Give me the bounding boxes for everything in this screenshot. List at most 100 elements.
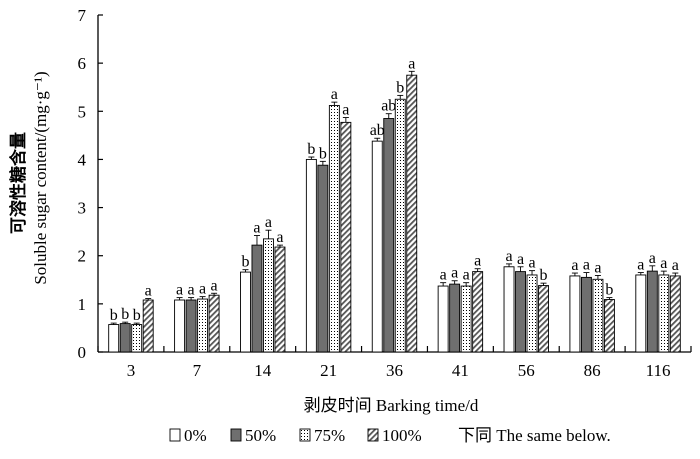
legend-note: 下同 The same below. bbox=[458, 426, 611, 445]
bar bbox=[635, 274, 647, 353]
significance-label: a bbox=[594, 259, 601, 276]
significance-label: b bbox=[605, 282, 613, 299]
x-axis-title: 剥皮时间 Barking time/d bbox=[304, 396, 479, 415]
legend-label: 100% bbox=[382, 426, 422, 445]
significance-label: a bbox=[331, 86, 338, 103]
significance-label: a bbox=[517, 251, 524, 268]
x-axis: 3 7 14 21 36 41 56 86 116 bbox=[97, 346, 692, 380]
significance-label: a bbox=[276, 229, 283, 246]
significance-label: b bbox=[307, 141, 315, 158]
legend-swatch bbox=[169, 428, 181, 442]
bar bbox=[340, 121, 352, 353]
significance-label: b bbox=[133, 307, 141, 324]
bar bbox=[131, 324, 143, 353]
significance-label: a bbox=[253, 219, 260, 236]
significance-label: a bbox=[571, 257, 578, 274]
y-axis: 0 1 2 3 4 5 6 7 bbox=[78, 6, 103, 362]
bar bbox=[174, 299, 186, 353]
significance-label: a bbox=[505, 248, 512, 265]
y-tick-label: 0 bbox=[78, 343, 87, 362]
bar bbox=[437, 285, 449, 353]
y-tick-label: 2 bbox=[78, 247, 87, 266]
legend-label: 50% bbox=[245, 426, 276, 445]
significance-label: a bbox=[474, 253, 481, 270]
bar bbox=[658, 274, 670, 353]
bar bbox=[197, 298, 209, 353]
significance-label: a bbox=[463, 267, 470, 284]
bar bbox=[406, 74, 418, 353]
bar bbox=[305, 158, 317, 353]
significance-label: a bbox=[583, 257, 590, 274]
bar bbox=[371, 140, 383, 353]
significance-label: a bbox=[637, 257, 644, 274]
significance-label: a bbox=[342, 102, 349, 119]
bar bbox=[119, 323, 131, 353]
significance-label: a bbox=[660, 255, 667, 272]
y-tick-label: 1 bbox=[78, 295, 87, 314]
significance-label: b bbox=[396, 79, 404, 96]
significance-label: a bbox=[199, 281, 206, 298]
legend-label: 75% bbox=[314, 426, 345, 445]
bar bbox=[538, 285, 549, 353]
bar bbox=[669, 275, 681, 353]
x-tick-label: 36 bbox=[386, 361, 403, 380]
x-tick-label: 21 bbox=[320, 361, 337, 380]
bar bbox=[580, 276, 592, 353]
bar bbox=[646, 270, 658, 353]
x-tick-label: 3 bbox=[127, 361, 136, 380]
legend-swatch bbox=[367, 428, 379, 442]
x-tick-label: 86 bbox=[584, 361, 601, 380]
y-tick-label: 7 bbox=[78, 6, 87, 25]
bar bbox=[251, 244, 263, 353]
bar bbox=[503, 266, 515, 353]
significance-label: a bbox=[672, 257, 679, 274]
y-tick-label: 6 bbox=[78, 54, 87, 73]
x-tick-label: 41 bbox=[452, 361, 469, 380]
bar bbox=[603, 299, 615, 353]
legend-label: 0% bbox=[184, 426, 207, 445]
legend-swatch bbox=[299, 428, 311, 442]
bar bbox=[240, 271, 251, 353]
significance-label: b bbox=[110, 307, 118, 324]
significance-label: a bbox=[176, 282, 183, 299]
significance-label: a bbox=[451, 265, 458, 282]
bar bbox=[383, 118, 395, 353]
bar bbox=[472, 271, 484, 353]
bar bbox=[208, 294, 220, 353]
bar bbox=[328, 105, 340, 353]
x-tick-label: 56 bbox=[518, 361, 535, 380]
bar bbox=[569, 275, 581, 353]
y-axis-title-english: Soluble sugar content/(mg·g⁻¹) bbox=[31, 71, 50, 284]
legend-swatch bbox=[230, 428, 242, 442]
bar bbox=[317, 164, 329, 353]
x-tick-label: 116 bbox=[646, 361, 671, 380]
bar bbox=[394, 98, 406, 353]
significance-label: ab bbox=[381, 98, 396, 115]
bar bbox=[185, 299, 197, 353]
bar bbox=[460, 285, 472, 353]
bar bbox=[449, 283, 461, 353]
significance-label: a bbox=[649, 250, 656, 267]
significance-label: a bbox=[440, 267, 447, 284]
significance-label: b bbox=[121, 306, 129, 323]
significance-label: b bbox=[540, 267, 548, 284]
significance-label: ab bbox=[370, 122, 385, 139]
significance-label: a bbox=[408, 55, 415, 72]
bar bbox=[142, 299, 154, 353]
bar bbox=[515, 271, 526, 353]
y-tick-label: 4 bbox=[78, 150, 87, 169]
x-tick-label: 7 bbox=[193, 361, 202, 380]
y-tick-label: 3 bbox=[78, 199, 87, 218]
significance-label: a bbox=[528, 255, 535, 272]
bar bbox=[274, 246, 286, 353]
bar bbox=[592, 278, 604, 353]
significance-label: b bbox=[319, 145, 327, 162]
bar bbox=[108, 324, 120, 353]
significance-label: a bbox=[145, 283, 152, 300]
significance-label: a bbox=[265, 214, 272, 231]
y-tick-label: 5 bbox=[78, 102, 87, 121]
significance-label: a bbox=[188, 282, 195, 299]
